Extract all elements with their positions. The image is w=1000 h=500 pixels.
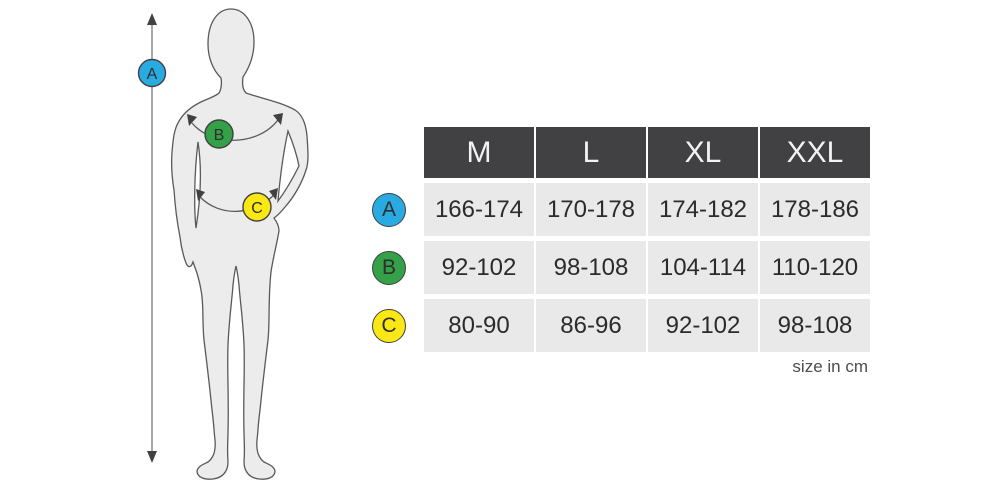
size-cell: 92-102 [424,241,534,294]
size-cell: 104-114 [648,241,758,294]
arrow-down-icon [147,451,157,463]
size-cell: 166-174 [424,183,534,236]
size-column-header-l: L [536,127,646,178]
size-cell: 174-182 [648,183,758,236]
size-cell: 178-186 [760,183,870,236]
marker-b-badge: B [372,250,406,285]
marker-letter: B [214,127,225,144]
chest-measure-arc [187,113,283,141]
size-cell: 92-102 [648,299,758,352]
arc-arrow-left-icon [187,114,197,126]
size-column-header-xl: XL [648,127,758,178]
figure-marker-chest: B [204,119,234,149]
height-arrow [147,13,157,463]
arrow-up-icon [147,13,157,25]
figure-marker-height: A [137,58,167,88]
waist-measure-arc [196,188,278,213]
size-cell: 170-178 [536,183,646,236]
size-table: M L XL XXL A 166-174 170-178 174-182 178… [356,127,870,352]
marker-letter: A [147,66,158,83]
arc-arrow-left-icon [196,189,205,201]
size-cell: 80-90 [424,299,534,352]
size-cell: 98-108 [536,241,646,294]
row-key-height: A [356,183,422,236]
row-key-chest: B [356,241,422,294]
size-cell: 110-120 [760,241,870,294]
body-silhouette [170,8,309,480]
body-measurement-figure: A B C [137,8,309,480]
size-cell: 86-96 [536,299,646,352]
arc-arrow-right-icon [269,188,278,200]
size-cell: 98-108 [760,299,870,352]
arc-arrow-right-icon [273,113,283,125]
table-corner-spacer [356,127,422,178]
size-column-header-xxl: XXL [760,127,870,178]
row-key-waist: C [356,299,422,352]
figure-marker-waist: C [242,192,272,222]
units-footnote: size in cm [792,357,868,376]
size-column-header-m: M [424,127,534,178]
marker-a-badge: A [372,192,406,227]
marker-letter: C [251,200,263,217]
marker-c-badge: C [372,308,406,343]
